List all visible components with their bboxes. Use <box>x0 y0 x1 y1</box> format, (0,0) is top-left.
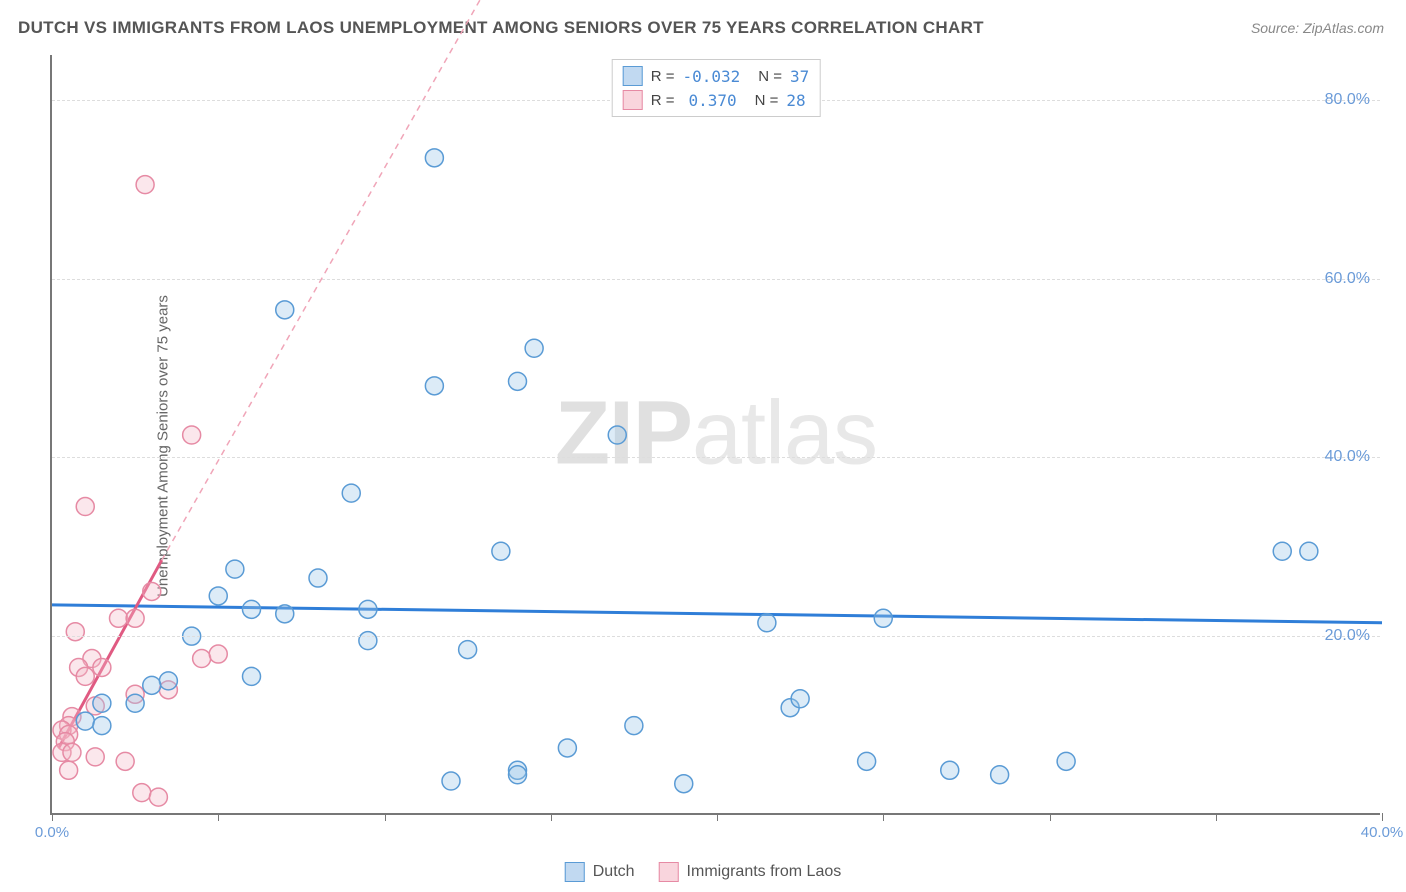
data-point <box>159 672 177 690</box>
chart-title: DUTCH VS IMMIGRANTS FROM LAOS UNEMPLOYME… <box>18 18 984 38</box>
data-point <box>941 761 959 779</box>
legend-label: Dutch <box>593 863 635 881</box>
data-point <box>276 301 294 319</box>
x-tick <box>883 813 884 821</box>
data-point <box>791 690 809 708</box>
data-point <box>874 609 892 627</box>
swatch-blue-icon <box>623 66 643 86</box>
data-point <box>359 600 377 618</box>
data-point <box>1273 542 1291 560</box>
n-label: N = <box>758 68 782 85</box>
source-label: Source: ZipAtlas.com <box>1251 20 1384 36</box>
x-tick <box>218 813 219 821</box>
data-point <box>492 542 510 560</box>
scatter-svg <box>52 55 1380 813</box>
data-point <box>110 609 128 627</box>
x-tick <box>52 813 53 821</box>
data-point <box>309 569 327 587</box>
data-point <box>509 372 527 390</box>
data-point <box>425 149 443 167</box>
data-point <box>342 484 360 502</box>
data-point <box>276 605 294 623</box>
n-label: N = <box>755 92 779 109</box>
data-point <box>93 658 111 676</box>
data-point <box>93 694 111 712</box>
data-point <box>1300 542 1318 560</box>
x-tick <box>385 813 386 821</box>
r-label: R = <box>651 68 675 85</box>
n-value: 37 <box>790 67 809 86</box>
data-point <box>143 582 161 600</box>
data-point <box>675 775 693 793</box>
data-point <box>86 748 104 766</box>
data-point <box>76 498 94 516</box>
y-tick-label: 80.0% <box>1325 91 1370 109</box>
y-tick-label: 60.0% <box>1325 270 1370 288</box>
data-point <box>509 766 527 784</box>
y-tick-label: 40.0% <box>1325 448 1370 466</box>
correlation-legend-row: R = 0.370 N = 28 <box>623 88 810 112</box>
r-value: 0.370 <box>688 91 736 110</box>
data-point <box>133 784 151 802</box>
x-tick <box>1050 813 1051 821</box>
data-point <box>359 632 377 650</box>
data-point <box>149 788 167 806</box>
data-point <box>525 339 543 357</box>
correlation-legend-row: R = -0.032 N = 37 <box>623 64 810 88</box>
data-point <box>60 761 78 779</box>
data-point <box>209 587 227 605</box>
swatch-blue-icon <box>565 862 585 882</box>
data-point <box>425 377 443 395</box>
data-point <box>243 667 261 685</box>
gridline <box>52 457 1380 458</box>
data-point <box>66 623 84 641</box>
x-tick <box>1216 813 1217 821</box>
data-point <box>858 752 876 770</box>
correlation-legend: R = -0.032 N = 37 R = 0.370 N = 28 <box>612 59 821 117</box>
data-point <box>76 712 94 730</box>
data-point <box>183 426 201 444</box>
data-point <box>126 609 144 627</box>
x-tick <box>551 813 552 821</box>
legend-item-dutch: Dutch <box>565 862 635 882</box>
data-point <box>76 667 94 685</box>
data-point <box>459 641 477 659</box>
data-point <box>193 650 211 668</box>
data-point <box>558 739 576 757</box>
swatch-pink-icon <box>659 862 679 882</box>
x-tick-label: 40.0% <box>1361 824 1404 841</box>
x-tick-label: 0.0% <box>35 824 69 841</box>
data-point <box>608 426 626 444</box>
y-tick-label: 20.0% <box>1325 627 1370 645</box>
data-point <box>758 614 776 632</box>
data-point <box>226 560 244 578</box>
data-point <box>1057 752 1075 770</box>
data-point <box>625 717 643 735</box>
gridline <box>52 636 1380 637</box>
swatch-pink-icon <box>623 90 643 110</box>
data-point <box>143 676 161 694</box>
x-tick <box>1382 813 1383 821</box>
data-point <box>126 694 144 712</box>
x-tick <box>717 813 718 821</box>
plot-area: ZIPatlas R = -0.032 N = 37 R = 0.370 N =… <box>50 55 1380 815</box>
data-point <box>116 752 134 770</box>
data-point <box>442 772 460 790</box>
legend-label: Immigrants from Laos <box>687 863 842 881</box>
data-point <box>63 743 81 761</box>
r-value: -0.032 <box>682 67 740 86</box>
data-point <box>243 600 261 618</box>
gridline <box>52 279 1380 280</box>
data-point <box>93 717 111 735</box>
trendline-dashed <box>162 0 485 560</box>
data-point <box>136 176 154 194</box>
series-legend: Dutch Immigrants from Laos <box>565 862 842 882</box>
data-point <box>209 645 227 663</box>
data-point <box>991 766 1009 784</box>
n-value: 28 <box>786 91 805 110</box>
r-label: R = <box>651 92 675 109</box>
legend-item-laos: Immigrants from Laos <box>659 862 842 882</box>
